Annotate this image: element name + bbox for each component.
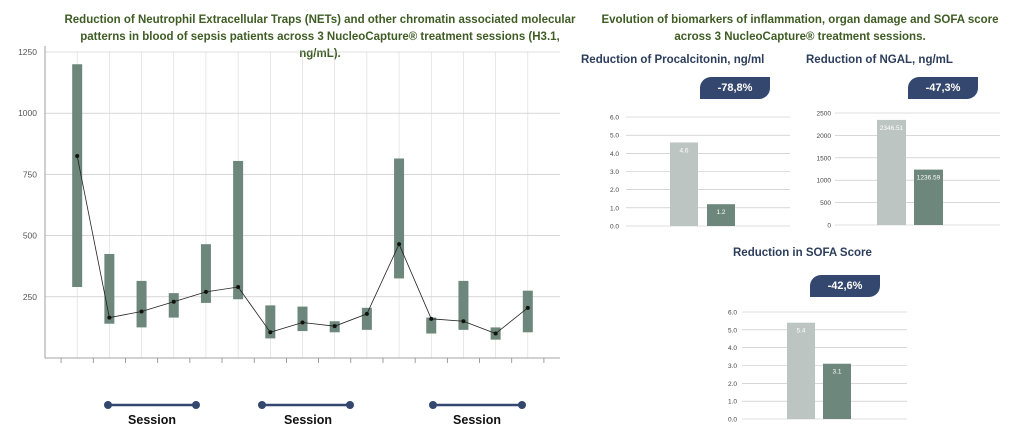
pct-bar-1 — [707, 204, 735, 226]
pct-bar-value-label-0: 4.6 — [679, 147, 688, 154]
pct-reduction-badge: -78,8% — [700, 77, 770, 99]
h31-box-4 — [200, 244, 211, 303]
h31-ytick-label-1000: 1000 — [18, 108, 37, 118]
h31-box-7 — [297, 306, 308, 332]
h31-box-6 — [265, 305, 276, 339]
pct-chart-title: Reduction of Procalcitonin, ng/ml — [581, 54, 765, 66]
ngal-ytick-label-3: 1500 — [817, 155, 832, 162]
h31-box-1 — [104, 253, 115, 324]
pct-ytick-label-3: 3.0 — [610, 169, 619, 176]
ngal-ytick-label-0: 0 — [827, 223, 831, 230]
h31-median-point-1 — [107, 315, 112, 320]
sofa-bar-value-label-0: 5.4 — [796, 328, 805, 335]
h31-box-3 — [168, 293, 179, 318]
pct-ytick-label-6: 6.0 — [610, 115, 619, 122]
session-bracket-start-dot-0 — [104, 401, 112, 409]
session-bracket-start-dot-1 — [258, 401, 266, 409]
ngal-bar-value-label-0: 2346.51 — [880, 125, 904, 132]
ngal-reduction-badge: -47,3% — [908, 77, 978, 99]
sofa-bar-0 — [787, 322, 815, 419]
session-label-1: Session — [284, 413, 332, 427]
h31-median-point-3 — [171, 299, 176, 304]
h31-box-14 — [522, 290, 533, 333]
h31-median-point-2 — [139, 309, 144, 314]
sofa-chart-title: Reduction in SOFA Score — [733, 247, 872, 259]
h31-median-point-6 — [268, 330, 273, 335]
pct-ytick-label-1: 1.0 — [610, 205, 619, 212]
h31-median-point-4 — [203, 289, 208, 294]
ngal-ytick-label-2: 1000 — [817, 178, 832, 185]
sofa-bar-1 — [823, 363, 851, 419]
h31-ytick-label-500: 500 — [23, 231, 37, 241]
sofa-ytick-label-6: 6.0 — [728, 310, 737, 317]
session-bracket-end-dot-2 — [518, 401, 526, 409]
h31-box-10 — [394, 158, 405, 279]
right-panel-title: Evolution of biomarkers of inflammation,… — [601, 14, 999, 43]
h31-median-point-13 — [493, 331, 498, 336]
h31-box-11 — [426, 317, 437, 334]
ngal-bar-0 — [877, 119, 906, 225]
session-bracket-end-dot-1 — [346, 401, 354, 409]
h31-median-point-7 — [300, 320, 305, 325]
pct-ytick-label-2: 2.0 — [610, 187, 619, 194]
session-bracket-start-dot-2 — [429, 401, 437, 409]
h31-box-9 — [361, 307, 372, 330]
ngal-ytick-label-5: 2500 — [817, 111, 832, 118]
sofa-ytick-label-1: 1.0 — [728, 399, 737, 406]
pct-ytick-label-4: 4.0 — [610, 151, 619, 158]
sofa-ytick-label-5: 5.0 — [728, 327, 737, 334]
h31-box-12 — [458, 280, 469, 330]
ngal-chart-title: Reduction of NGAL, ng/mL — [806, 54, 953, 66]
h31-median-point-9 — [364, 311, 369, 316]
h31-median-point-14 — [525, 305, 530, 310]
pct-ytick-label-5: 5.0 — [610, 133, 619, 140]
h31-median-point-5 — [236, 285, 241, 290]
sofa-ytick-label-4: 4.0 — [728, 345, 737, 352]
session-label-0: Session — [128, 413, 176, 427]
ngal-ytick-label-1: 500 — [820, 200, 831, 207]
h31-median-point-10 — [397, 242, 402, 247]
ngal-bar-value-label-1: 1236.59 — [917, 175, 941, 182]
ngal-bar-1 — [914, 169, 943, 225]
h31-box-0 — [72, 64, 83, 288]
sofa-bar-value-label-1: 3.1 — [832, 369, 841, 376]
h31-ytick-label-250: 250 — [23, 292, 37, 302]
ngal-ytick-label-4: 2000 — [817, 133, 832, 140]
session-bracket-end-dot-0 — [192, 401, 200, 409]
left-chart-title: Reduction of Neutrophil Extracellular Tr… — [64, 14, 576, 60]
h31-median-point-8 — [332, 324, 337, 329]
h31-ytick-label-1250: 1250 — [18, 47, 37, 57]
h31-median-point-0 — [75, 154, 80, 159]
h31-ytick-label-750: 750 — [23, 169, 37, 179]
sofa-reduction-badge: -42,6% — [810, 275, 880, 297]
sofa-ytick-label-3: 3.0 — [728, 363, 737, 370]
session-label-2: Session — [453, 413, 501, 427]
pct-bar-value-label-1: 1.2 — [716, 209, 725, 216]
h31-box-5 — [233, 160, 244, 300]
h31-median-point-11 — [429, 316, 434, 321]
pct-ytick-label-0: 0.0 — [610, 224, 619, 231]
sofa-ytick-label-2: 2.0 — [728, 381, 737, 388]
pct-bar-0 — [670, 142, 698, 226]
sofa-ytick-label-0: 0.0 — [728, 417, 737, 424]
h31-median-point-12 — [461, 319, 466, 324]
h31-box-2 — [136, 280, 147, 328]
